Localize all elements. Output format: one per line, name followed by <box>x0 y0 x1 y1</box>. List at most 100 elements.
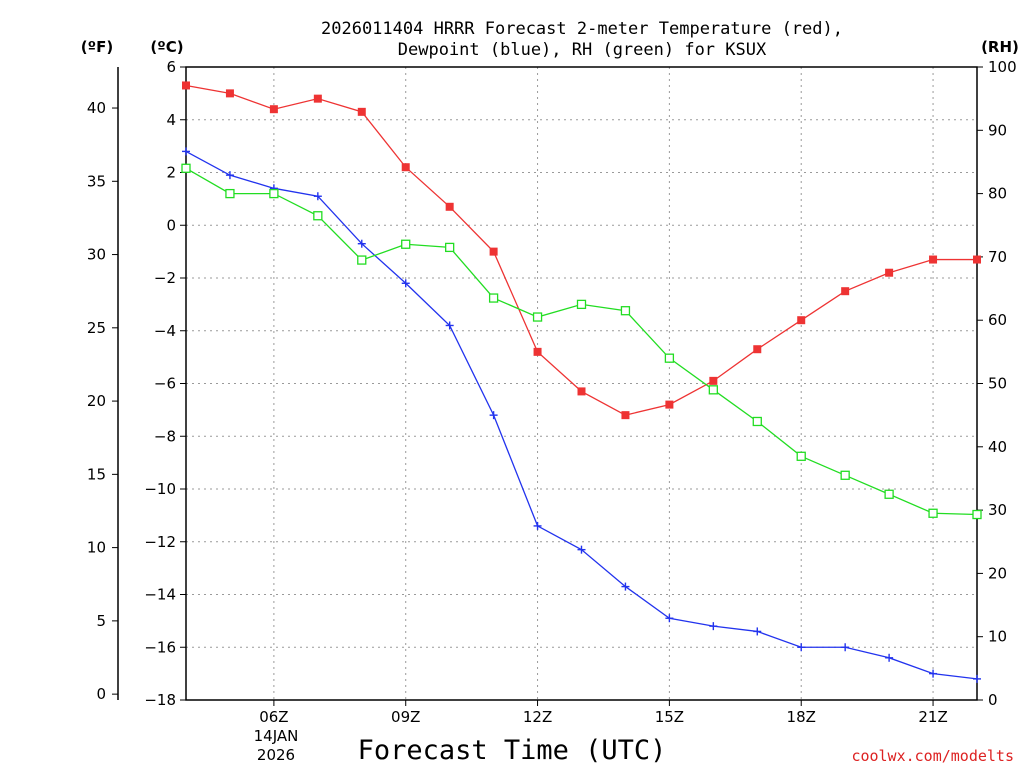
2-meter-temperature-point <box>533 347 542 356</box>
rh-point <box>884 489 894 499</box>
rh-tick-label: 30 <box>988 501 1007 519</box>
celsius-tick-label: −10 <box>144 480 176 498</box>
2-meter-temperature-line <box>185 84 977 416</box>
dewpoint-point <box>533 521 542 530</box>
fahrenheit-tick-label: 30 <box>87 246 106 264</box>
dewpoint-point <box>357 239 366 248</box>
2-meter-temperature-point <box>445 202 454 211</box>
x-tick-label: 21Z <box>918 708 947 726</box>
2-meter-temperature-point <box>313 94 322 103</box>
fahrenheit-tick-label: 5 <box>96 612 106 630</box>
rh-point <box>972 509 982 520</box>
2-meter-temperature-point <box>225 89 234 98</box>
x-date-label-day: 14JAN <box>254 727 299 745</box>
rh-tick-label: 90 <box>988 121 1007 139</box>
celsius-unit-label: (ºC) <box>150 38 183 56</box>
rh-tick-label: 50 <box>988 375 1007 393</box>
celsius-tick-label: −18 <box>144 691 176 709</box>
rh-tick-label: 10 <box>988 628 1007 646</box>
fahrenheit-unit-label: (ºF) <box>81 38 113 56</box>
rh-tick-label: 0 <box>988 691 998 709</box>
2-meter-temperature-point <box>269 105 278 114</box>
dewpoint-point <box>182 147 190 156</box>
rh-point <box>928 508 938 518</box>
rh-point <box>181 163 191 173</box>
rh-point <box>752 416 762 427</box>
rh-tick-label: 60 <box>988 311 1007 329</box>
chart-title-line-2: Dewpoint (blue), RH (green) for KSUX <box>398 40 767 60</box>
dewpoint-point <box>929 669 938 678</box>
2-meter-temperature-point <box>973 255 981 264</box>
x-tick-label: 15Z <box>655 708 684 726</box>
x-tick-label: 09Z <box>391 708 420 726</box>
dewpoint-point <box>577 545 586 554</box>
rh-point <box>576 299 587 310</box>
credit-text: coolwx.com/modelts <box>851 747 1014 765</box>
rh-point <box>620 306 631 316</box>
dewpoint-point <box>401 279 410 288</box>
dewpoint-point <box>313 192 322 201</box>
celsius-tick-label: −14 <box>144 586 176 604</box>
2-meter-temperature-point <box>709 376 718 385</box>
celsius-tick-label: 0 <box>166 216 176 234</box>
rh-line <box>185 167 978 516</box>
dewpoint-point <box>489 411 498 420</box>
rh-point <box>664 353 675 363</box>
fahrenheit-tick-label: 10 <box>87 539 106 557</box>
2-meter-temperature-point <box>665 400 674 409</box>
chart-title-line-1: 2026011404 HRRR Forecast 2-meter Tempera… <box>321 19 843 39</box>
2-meter-temperature-point <box>182 81 190 90</box>
dewpoint-point <box>225 171 234 180</box>
grid-layer <box>186 67 977 700</box>
rh-point <box>401 239 411 249</box>
celsius-tick-label: 6 <box>166 58 176 76</box>
celsius-tick-label: −2 <box>154 269 176 287</box>
2-meter-temperature-point <box>357 107 366 116</box>
2-meter-temperature-point <box>401 163 410 172</box>
dewpoint-point <box>445 321 454 330</box>
fahrenheit-tick-label: 20 <box>87 392 106 410</box>
rh-point <box>313 211 323 221</box>
fahrenheit-tick-label: 35 <box>87 172 106 190</box>
x-tick-label: 06Z <box>259 708 288 726</box>
2-meter-temperature-point <box>841 287 850 296</box>
rh-point <box>532 312 543 322</box>
rh-point <box>840 470 850 480</box>
dewpoint-point <box>621 582 630 591</box>
rh-point <box>269 188 279 199</box>
fahrenheit-tick-label: 25 <box>87 319 106 337</box>
x-tick-label: 12Z <box>523 708 552 726</box>
celsius-tick-label: 2 <box>166 164 176 182</box>
celsius-tick-label: −12 <box>144 533 176 551</box>
rh-tick-label: 20 <box>988 564 1007 582</box>
fahrenheit-tick-label: 15 <box>87 465 106 483</box>
2-meter-temperature-point <box>929 255 938 264</box>
dewpoint-point <box>797 643 806 652</box>
rh-point <box>488 293 499 303</box>
x-tick-label: 18Z <box>787 708 816 726</box>
2-meter-temperature-point <box>753 345 762 354</box>
dewpoint-point <box>973 674 981 683</box>
rh-point <box>708 385 718 395</box>
celsius-tick-label: −6 <box>154 375 176 393</box>
axis-layer: 6420−2−4−6−8−10−12−14−16−184035302520151… <box>87 58 1017 726</box>
2-meter-temperature-point <box>489 247 498 256</box>
celsius-tick-label: −16 <box>144 638 176 656</box>
2-meter-temperature-point <box>885 268 894 277</box>
rh-point <box>357 255 367 265</box>
rh-point <box>796 451 806 461</box>
series-layer <box>181 81 982 683</box>
rh-tick-label: 40 <box>988 438 1007 456</box>
dewpoint-point <box>753 627 762 636</box>
rh-point <box>225 188 235 199</box>
rh-unit-label: (RH) <box>981 38 1019 56</box>
rh-point <box>445 242 455 253</box>
2-meter-temperature-point <box>577 387 586 396</box>
fahrenheit-tick-label: 0 <box>96 685 106 703</box>
2-meter-temperature-point <box>797 316 806 325</box>
rh-tick-label: 100 <box>988 58 1017 76</box>
rh-tick-label: 80 <box>988 185 1007 203</box>
celsius-tick-label: −8 <box>154 427 176 445</box>
dewpoint-point <box>709 622 718 631</box>
